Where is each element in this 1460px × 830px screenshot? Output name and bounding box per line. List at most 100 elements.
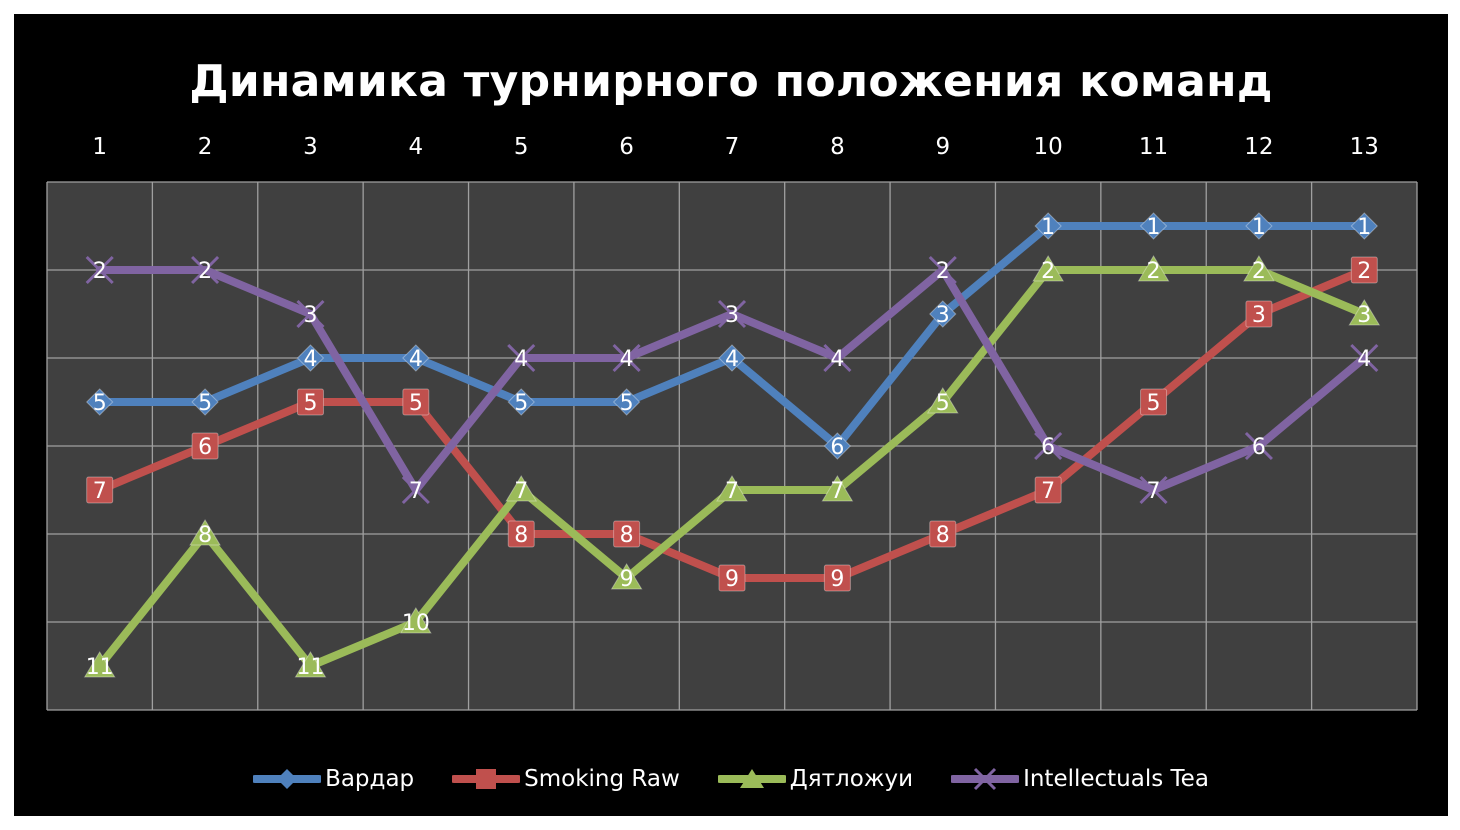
data-label: 5 xyxy=(936,391,950,416)
data-label: 4 xyxy=(1357,347,1371,372)
data-label: 3 xyxy=(303,303,317,328)
series-3: 2 2 3 7 4 4 3 4 2 6 7 6 4 xyxy=(85,255,1379,505)
data-point-marker xyxy=(718,344,746,372)
data-label: 7 xyxy=(830,479,844,504)
data-label: 1 xyxy=(1041,215,1055,240)
data-label: 11 xyxy=(86,655,114,680)
data-point-marker xyxy=(85,255,114,285)
legend-item: Вардар xyxy=(253,766,414,792)
data-point-marker xyxy=(717,299,747,329)
data-point-marker xyxy=(613,520,641,548)
data-label: 8 xyxy=(514,523,528,548)
legend-swatch xyxy=(452,769,521,789)
chart-title: Динамика турнирного положения команд xyxy=(189,56,1273,107)
data-point-marker xyxy=(823,343,852,373)
legend-marker xyxy=(476,769,497,789)
data-point-marker xyxy=(294,651,327,678)
data-point-marker xyxy=(1350,343,1379,373)
data-point-marker xyxy=(1245,300,1273,328)
x-tick-label: 1 xyxy=(92,134,107,160)
x-tick-label: 4 xyxy=(409,134,424,160)
data-label: 8 xyxy=(936,523,950,548)
data-label: 2 xyxy=(936,259,950,284)
data-label: 9 xyxy=(830,567,844,592)
data-point-marker xyxy=(296,388,324,416)
data-point-marker xyxy=(505,475,538,502)
data-label: 1 xyxy=(1252,215,1266,240)
legend-marker xyxy=(277,769,298,789)
data-label: 2 xyxy=(1252,259,1266,284)
data-point-marker xyxy=(1245,212,1273,240)
series-0: 5 5 4 4 5 5 4 6 3 1 1 1 1 xyxy=(85,212,1379,460)
x-tick-label: 7 xyxy=(725,134,740,160)
data-point-marker xyxy=(1034,476,1062,504)
data-label: 10 xyxy=(402,611,430,636)
data-label: 5 xyxy=(620,391,634,416)
series-1: 7 6 5 5 8 8 9 9 8 7 5 3 2 xyxy=(86,256,1378,592)
data-label: 9 xyxy=(725,567,739,592)
data-label: 4 xyxy=(514,347,528,372)
data-point-marker xyxy=(401,475,430,505)
data-point-marker xyxy=(1034,212,1062,240)
x-tick-label: 10 xyxy=(1034,134,1063,160)
legend-swatch xyxy=(951,767,1020,791)
data-point-marker xyxy=(507,343,536,373)
data-label: 1 xyxy=(1357,215,1371,240)
x-tick-label: 3 xyxy=(303,134,318,160)
data-point-marker xyxy=(718,564,746,592)
chart-legend: Вардар Smoking Raw Дятложуи Intellectuals T… xyxy=(14,766,1448,792)
data-point-marker xyxy=(402,388,430,416)
x-tick-label: 6 xyxy=(619,134,634,160)
data-point-marker xyxy=(191,255,220,285)
data-point-marker xyxy=(1034,431,1063,461)
x-tick-label: 13 xyxy=(1350,134,1379,160)
data-label: 11 xyxy=(296,655,324,680)
data-label: 7 xyxy=(514,479,528,504)
data-label: 2 xyxy=(1041,259,1055,284)
legend-marker xyxy=(739,769,764,788)
legend-swatch xyxy=(717,769,786,788)
data-label: 3 xyxy=(936,303,950,328)
data-label: 1 xyxy=(1147,215,1161,240)
data-point-marker xyxy=(929,300,957,328)
data-label: 6 xyxy=(198,435,212,460)
data-label: 2 xyxy=(93,259,107,284)
data-label: 8 xyxy=(198,523,212,548)
legend-label: Дятложуи xyxy=(789,766,914,792)
data-label: 2 xyxy=(198,259,212,284)
data-point-marker xyxy=(612,388,641,416)
legend-swatch xyxy=(253,769,322,789)
data-label: 4 xyxy=(303,347,317,372)
data-point-marker xyxy=(83,651,116,678)
data-label: 5 xyxy=(514,391,528,416)
legend-item: Дятложуи xyxy=(717,766,914,792)
x-tick-label: 11 xyxy=(1139,134,1168,160)
data-point-marker xyxy=(1139,212,1168,240)
data-point-marker xyxy=(399,607,432,634)
data-label: 4 xyxy=(409,347,423,372)
data-label: 9 xyxy=(620,567,634,592)
data-label: 7 xyxy=(93,479,107,504)
data-label: 3 xyxy=(1357,303,1371,328)
legend-label: Вардар xyxy=(325,766,415,792)
data-label: 5 xyxy=(93,391,107,416)
data-point-marker xyxy=(1139,475,1168,505)
legend-label: Intellectuals Tea xyxy=(1023,766,1209,792)
x-tick-label: 8 xyxy=(830,134,845,160)
data-point-marker xyxy=(507,520,535,548)
data-label: 4 xyxy=(830,347,844,372)
data-label: 5 xyxy=(198,391,212,416)
data-point-marker xyxy=(1137,255,1170,282)
data-point-marker xyxy=(296,299,325,329)
x-tick-label: 12 xyxy=(1244,134,1273,160)
data-label: 4 xyxy=(725,347,739,372)
data-point-marker xyxy=(716,475,748,502)
data-label: 5 xyxy=(303,391,317,416)
data-label: 5 xyxy=(409,391,423,416)
data-point-marker xyxy=(85,388,114,416)
x-tick-label: 5 xyxy=(514,134,529,160)
data-point-marker xyxy=(296,344,325,372)
data-point-marker xyxy=(507,388,535,416)
